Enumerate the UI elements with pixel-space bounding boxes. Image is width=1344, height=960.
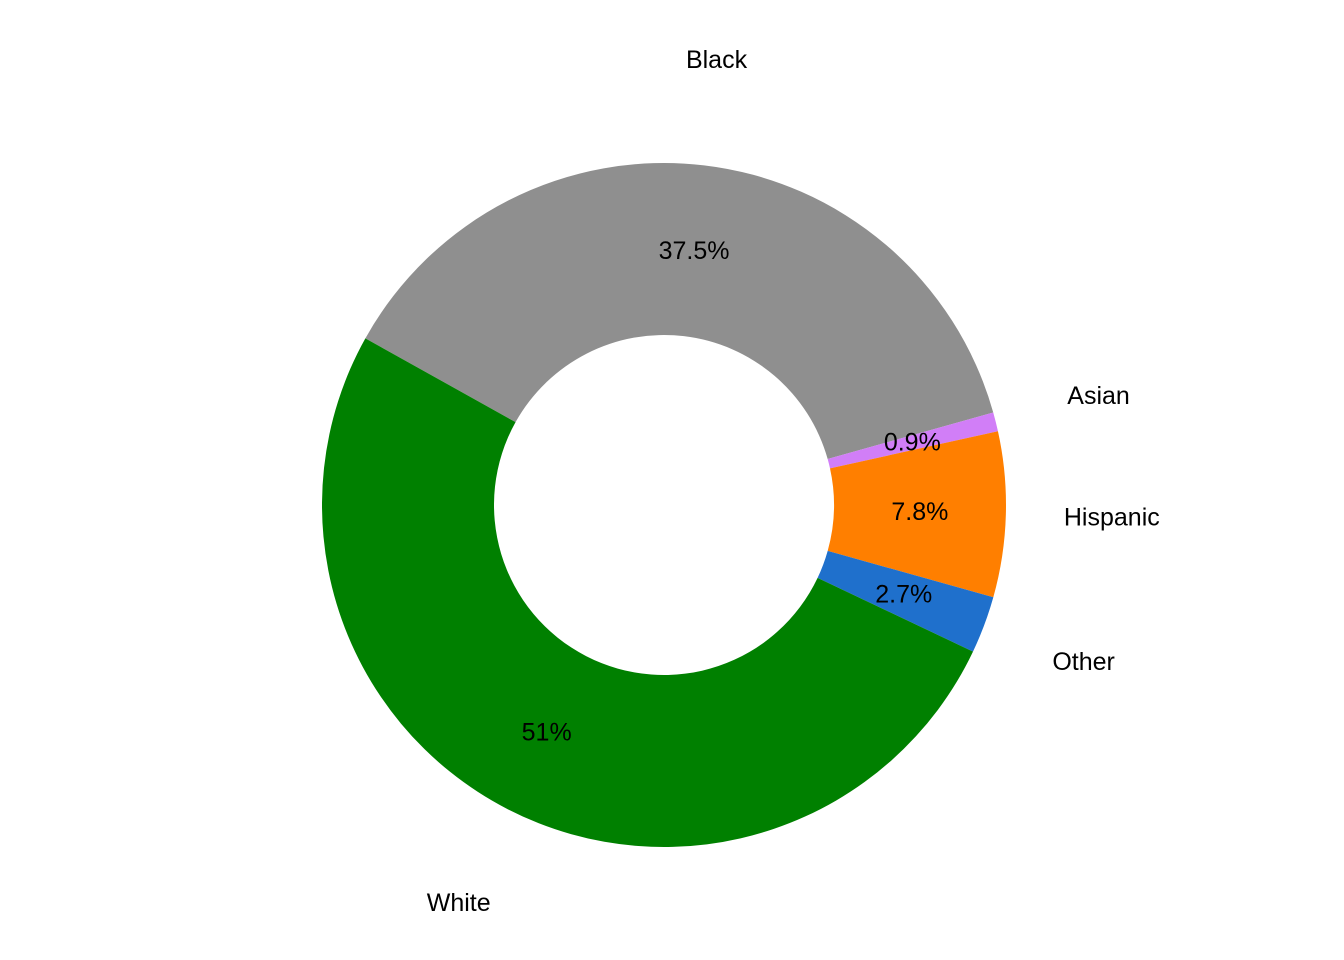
category-label-white: White xyxy=(427,889,491,917)
percent-label-other: 2.7% xyxy=(875,581,932,609)
percent-label-black: 37.5% xyxy=(659,237,730,265)
slice-white xyxy=(322,338,973,847)
category-label-hispanic: Hispanic xyxy=(1064,503,1160,531)
chart-category-labels: Black Asian Hispanic Other White xyxy=(427,46,1160,917)
percent-label-hispanic: 7.8% xyxy=(891,498,948,526)
category-label-black: Black xyxy=(686,46,748,74)
chart-slices xyxy=(322,163,1006,847)
category-label-other: Other xyxy=(1052,648,1115,676)
percent-label-asian: 0.9% xyxy=(884,429,941,457)
percent-label-white: 51% xyxy=(522,719,572,747)
chart-percent-labels: 37.5% 0.9% 7.8% 2.7% 51% xyxy=(522,237,949,747)
slice-black xyxy=(365,163,994,459)
slice-other xyxy=(817,550,994,652)
slice-hispanic xyxy=(827,431,1006,598)
category-label-asian: Asian xyxy=(1067,382,1130,410)
slice-asian xyxy=(827,412,998,469)
